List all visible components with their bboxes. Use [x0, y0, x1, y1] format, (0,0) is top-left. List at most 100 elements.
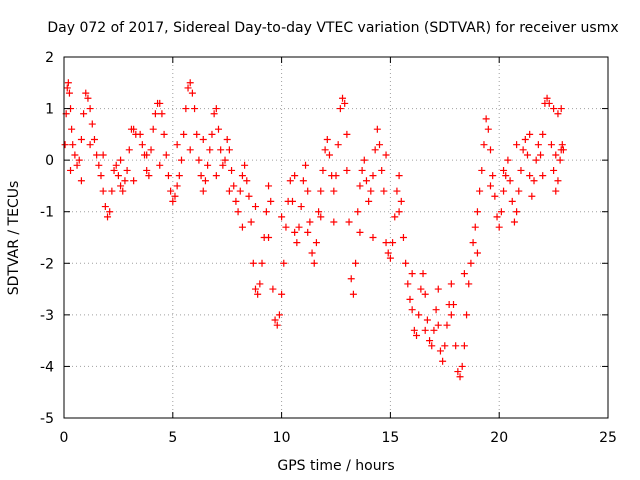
- data-point: [293, 239, 301, 247]
- data-point: [90, 136, 98, 144]
- chart-title: Day 072 of 2017, Sidereal Day-to-day VTE…: [47, 20, 618, 36]
- data-point: [495, 223, 503, 231]
- data-points: [61, 79, 567, 381]
- data-point: [108, 187, 116, 195]
- data-point: [521, 136, 529, 144]
- data-point: [402, 259, 410, 267]
- data-point: [454, 368, 462, 376]
- data-point: [295, 223, 303, 231]
- data-point: [356, 182, 364, 190]
- plot-frame: [63, 56, 609, 419]
- data-point: [288, 197, 296, 205]
- data-point: [417, 285, 425, 293]
- grid-lines: [64, 57, 608, 418]
- data-point: [517, 166, 525, 174]
- data-point: [343, 130, 351, 138]
- data-point: [352, 259, 360, 267]
- data-point: [95, 161, 103, 169]
- data-point: [395, 208, 403, 216]
- data-point: [167, 187, 175, 195]
- data-point: [77, 136, 85, 144]
- data-point: [123, 166, 131, 174]
- data-point: [63, 84, 71, 92]
- data-point: [302, 161, 310, 169]
- x-tick-label: 10: [273, 430, 291, 446]
- data-point: [243, 177, 251, 185]
- y-tick-label: 2: [45, 50, 54, 66]
- data-point: [256, 280, 264, 288]
- data-point: [336, 105, 344, 113]
- data-point: [278, 213, 286, 221]
- data-point: [308, 249, 316, 257]
- data-point: [306, 218, 314, 226]
- data-point: [315, 208, 323, 216]
- data-point: [149, 125, 157, 133]
- data-point: [125, 146, 133, 154]
- data-point: [219, 161, 227, 169]
- data-point: [452, 342, 460, 350]
- data-point: [171, 192, 179, 200]
- data-point: [554, 177, 562, 185]
- data-point: [304, 187, 312, 195]
- data-point: [182, 105, 190, 113]
- data-point: [73, 161, 81, 169]
- data-point: [145, 172, 153, 180]
- data-point: [380, 187, 388, 195]
- data-point: [460, 342, 468, 350]
- y-tick-label: -1: [40, 205, 54, 221]
- data-point: [467, 259, 475, 267]
- data-point: [486, 182, 494, 190]
- data-point: [61, 141, 69, 149]
- data-point: [156, 99, 164, 107]
- data-point: [204, 161, 212, 169]
- data-point: [97, 172, 105, 180]
- data-point: [408, 306, 416, 314]
- data-point: [304, 228, 312, 236]
- data-point: [458, 362, 466, 370]
- data-point: [321, 146, 329, 154]
- data-point: [178, 156, 186, 164]
- data-point: [319, 166, 327, 174]
- data-point: [269, 285, 277, 293]
- y-tick-labels: -5 -4 -3 -2 -1 0 1 2: [40, 50, 54, 427]
- data-point: [421, 326, 429, 334]
- data-point: [447, 280, 455, 288]
- data-point: [415, 311, 423, 319]
- data-point: [199, 136, 207, 144]
- data-point: [419, 270, 427, 278]
- data-point: [197, 172, 205, 180]
- data-point: [360, 156, 368, 164]
- y-tick-label: 0: [45, 153, 54, 169]
- data-point: [93, 151, 101, 159]
- data-point: [82, 89, 90, 97]
- data-point: [545, 99, 553, 107]
- data-point: [530, 177, 538, 185]
- data-point: [80, 110, 88, 118]
- data-point: [371, 146, 379, 154]
- data-point: [158, 110, 166, 118]
- data-point: [173, 182, 181, 190]
- data-point: [65, 89, 73, 97]
- data-point: [515, 187, 523, 195]
- data-point: [432, 306, 440, 314]
- data-point: [343, 166, 351, 174]
- data-point: [523, 151, 531, 159]
- data-point: [164, 172, 172, 180]
- data-point: [162, 151, 170, 159]
- x-tick-label: 20: [490, 430, 508, 446]
- data-point: [330, 187, 338, 195]
- data-point: [86, 141, 94, 149]
- data-point: [104, 213, 112, 221]
- data-point: [106, 208, 114, 216]
- data-point: [241, 161, 249, 169]
- data-point: [559, 146, 567, 154]
- data-point: [249, 259, 257, 267]
- data-point: [201, 177, 209, 185]
- data-point: [199, 187, 207, 195]
- data-point: [143, 151, 151, 159]
- data-point: [471, 223, 479, 231]
- data-point: [532, 156, 540, 164]
- data-point: [502, 172, 510, 180]
- data-point: [221, 156, 229, 164]
- data-point: [86, 105, 94, 113]
